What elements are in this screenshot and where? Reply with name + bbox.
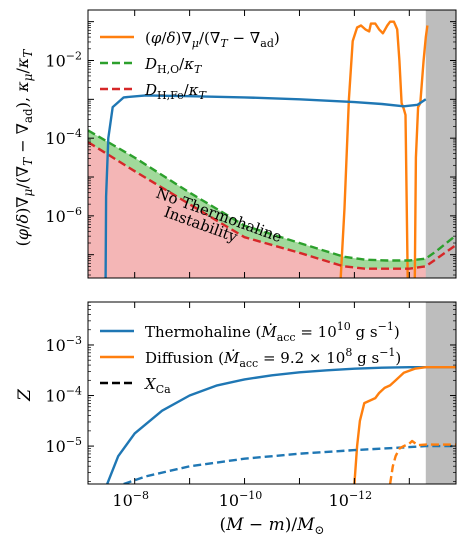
bottom-y-axis-label: Z	[15, 388, 35, 402]
top-legend: (φ/δ)∇μ/(∇T − ∇ad) DH,O/κT DH,Fe/κT	[100, 29, 280, 102]
series-line	[88, 129, 456, 262]
legend-label-gradient-ratio: (φ/δ)∇μ/(∇T − ∇ad)	[145, 29, 280, 50]
y-tick-label: 10−4	[45, 385, 82, 406]
series-line	[413, 25, 429, 278]
bottom-legend: Thermohaline (Ṁacc = 1010 g s−1) Diffusi…	[100, 320, 401, 396]
bottom-series-lines	[106, 366, 456, 484]
series-line	[388, 439, 456, 484]
series-line	[339, 20, 409, 278]
bottom-panel: 10−3 10−4 10−5 10−8 10−10 10−12 Thermohaline…	[15, 301, 457, 537]
x-tick-label: 10−12	[329, 489, 373, 510]
between-diffusion-fill	[88, 130, 456, 269]
accretion-zone-shade	[425, 302, 456, 484]
top-y-tick-labels: 10−2 10−4 10−6	[45, 49, 82, 225]
bottom-shaded-region	[425, 302, 456, 484]
x-tick-label: 10−10	[219, 489, 263, 510]
stable-region-fill	[88, 142, 456, 278]
x-tick-label: 10−8	[112, 489, 149, 510]
series-line	[106, 366, 456, 484]
bottom-x-axis-label: (M − m)/M⊙	[219, 515, 324, 537]
bottom-axes-frame	[87, 301, 457, 485]
y-tick-label: 10−6	[45, 205, 82, 226]
bottom-ticks	[88, 301, 456, 484]
accretion-zone-shade	[425, 10, 456, 278]
top-shaded-region	[425, 10, 456, 278]
top-series-lines	[88, 20, 456, 278]
series-line	[123, 444, 456, 484]
top-fill-areas	[88, 130, 456, 278]
series-line	[353, 366, 456, 484]
y-tick-label: 10−2	[45, 49, 82, 70]
top-ticks	[88, 10, 456, 278]
bottom-x-tick-labels: 10−8 10−10 10−12	[112, 489, 372, 510]
legend-label-thermohaline: Thermohaline (Ṁacc = 1010 g s−1)	[145, 320, 400, 344]
y-tick-label: 10−3	[45, 334, 82, 355]
series-line	[88, 141, 456, 270]
legend-label-xca: XCa	[144, 375, 171, 396]
legend-label-diffusion: Diffusion (Ṁacc = 9.2 × 108 g s−1)	[145, 346, 401, 370]
top-panel: 10−210−410−6 No Thermohaline Instability…	[13, 9, 457, 279]
legend-label-dhfe: DH,Fe/κT	[144, 81, 208, 102]
legend-label-dho: DH,O/κT	[144, 55, 203, 76]
top-y-axis-label: (φ/δ)∇μ/(∇T − ∇ad), κμ/κT	[13, 49, 35, 247]
y-tick-label: 10−5	[45, 435, 82, 456]
bottom-y-tick-labels: 10−3 10−4 10−5	[45, 334, 82, 456]
series-line	[104, 94, 427, 278]
y-tick-label: 10−4	[45, 127, 82, 148]
